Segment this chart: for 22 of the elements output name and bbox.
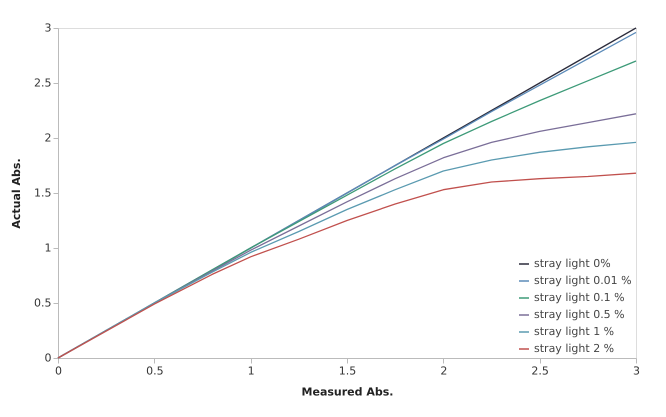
y-tick-label: 2.5 <box>34 76 52 90</box>
legend-label: stray light 0.1 % <box>534 291 625 304</box>
x-tick-label: 2 <box>440 364 448 378</box>
x-tick-label: 1 <box>248 364 255 378</box>
x-tick-label: 0 <box>55 364 62 378</box>
x-tick-label: 2.5 <box>531 364 549 378</box>
legend-label: stray light 1 % <box>534 325 614 338</box>
x-tick-label: 3 <box>633 364 640 378</box>
legend-label: stray light 0.01 % <box>534 274 632 287</box>
legend-label: stray light 0.5 % <box>534 308 625 321</box>
y-tick-label: 3 <box>44 22 52 34</box>
y-tick-label: 2 <box>44 132 52 144</box>
legend-label: stray light 0% <box>534 257 611 270</box>
x-axis-title: Measured Abs. <box>302 386 394 398</box>
x-tick-label: 1.5 <box>338 364 356 378</box>
y-tick-label: 1 <box>44 242 52 254</box>
x-tick-label: 0.5 <box>146 364 164 378</box>
legend-label: stray light 2 % <box>534 342 614 355</box>
y-tick-label: 0.5 <box>34 296 52 310</box>
y-tick-label: 1.5 <box>34 186 52 200</box>
y-axis-title: Actual Abs. <box>10 158 24 229</box>
y-tick-label: 0 <box>44 352 52 364</box>
